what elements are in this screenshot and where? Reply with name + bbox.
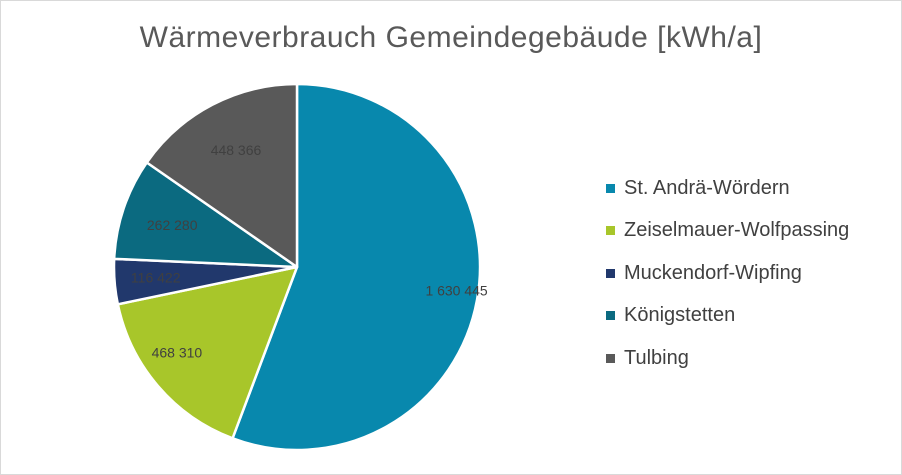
legend-label: Tulbing (624, 346, 689, 369)
slice-data-label-0: 1 630 445 (425, 283, 487, 299)
legend-label: Königstetten (624, 304, 736, 327)
legend-swatch (606, 226, 615, 236)
legend-label: Zeiselmauer-Wolfpassing (624, 219, 850, 242)
pie-slice-3[interactable] (112, 161, 299, 269)
pie-slices (112, 82, 482, 452)
legend-item-muckendorf-wipfing[interactable]: Muckendorf-Wipfing (606, 252, 849, 295)
pie-slice-4[interactable] (145, 82, 299, 269)
legend-item-zeiselmauer-wolfpassing[interactable]: Zeiselmauer-Wolfpassing (606, 210, 849, 253)
chart-title: Wärmeverbrauch Gemeindegebäude [kWh/a] (139, 21, 763, 54)
slice-data-label-1: 468 310 (152, 345, 203, 361)
legend-swatch (606, 268, 615, 278)
slice-data-label-4: 448 366 (211, 142, 262, 158)
slice-data-label-3: 262 280 (147, 217, 198, 233)
legend-label: Muckendorf-Wipfing (624, 261, 802, 284)
legend-label: St. Andrä-Wördern (624, 176, 790, 199)
pie-slice-1[interactable] (116, 265, 299, 440)
pie-data-labels: 1 630 445 468 310 116 422 262 280 448 366 (131, 142, 488, 361)
legend-item-koenigstetten[interactable]: Königstetten (606, 295, 849, 338)
legend-swatch (606, 353, 615, 363)
legend: St. Andrä-Wördern Zeiselmauer-Wolfpassin… (606, 167, 849, 380)
legend-item-st-andrae-woerdern[interactable]: St. Andrä-Wördern (606, 167, 849, 210)
legend-swatch (606, 183, 615, 193)
legend-item-tulbing[interactable]: Tulbing (606, 337, 849, 380)
slice-data-label-2: 116 422 (131, 270, 181, 286)
pie-slice-0[interactable] (231, 82, 482, 452)
legend-swatch (606, 311, 615, 321)
